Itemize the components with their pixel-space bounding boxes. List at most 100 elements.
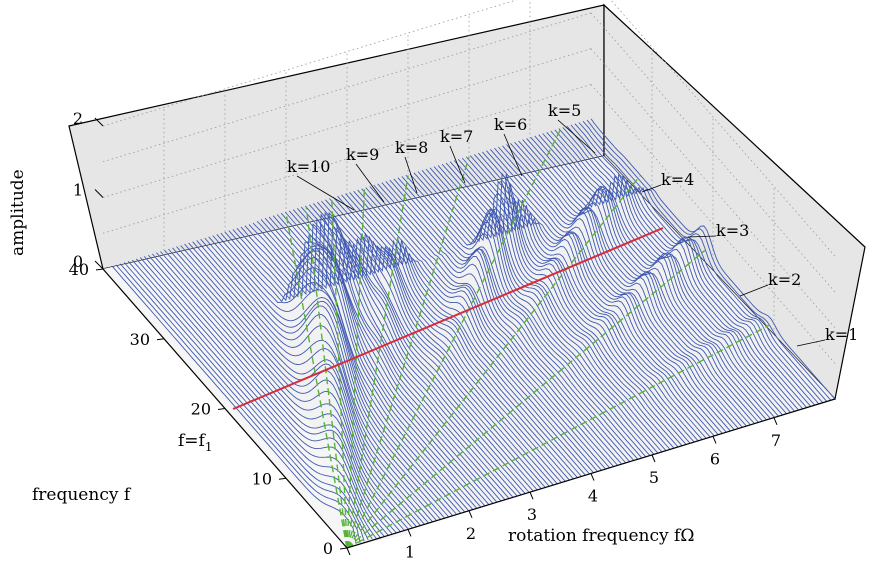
trace-line [469,155,715,437]
y-tick-mark [156,338,165,341]
x-tick-label: 5 [649,468,659,487]
trace-line [204,237,450,518]
x-tick-mark [773,417,778,425]
grid-line [590,84,836,364]
trace-line [365,187,611,469]
y-tick-label: 20 [191,400,211,419]
trace-line [148,254,393,535]
waterfall-traces [111,118,836,544]
trace-line [208,236,454,517]
trace-line [228,230,474,510]
trace-line [514,141,759,423]
trace-line [216,234,462,514]
trace-line [184,243,429,524]
x-tick-label: 2 [466,524,476,543]
trace-line [457,158,703,440]
trace-line [312,203,558,485]
x-tick-mark [346,547,351,556]
x-tick-mark [407,529,412,537]
trace-line [317,201,562,483]
trace-line [268,215,514,498]
trace-line [308,204,554,486]
y-tick-label: 30 [130,330,150,349]
y-tick-label: 0 [323,539,333,558]
trace-line [570,124,816,406]
trace-line [200,238,446,519]
trace-line [417,171,663,453]
trace-line [421,170,667,451]
order-leader [641,184,662,193]
trace-line [381,182,627,464]
x-tick-label: 4 [588,487,598,506]
trace-line [506,144,751,426]
trace-line [361,188,606,470]
order-leader [449,145,466,184]
order-leader [687,235,717,238]
z-tick-mark [94,117,104,127]
z-tick-label: 2 [73,109,83,128]
trace-line [353,190,598,472]
order-label-k1: k=1 [825,325,858,344]
x-tick-mark [590,473,595,481]
order-label-k8: k=8 [395,138,428,157]
trace-line [284,211,530,493]
y-tick-mark [95,268,104,271]
z-tick-label: 0 [73,252,83,271]
order-label-k9: k=9 [346,145,379,164]
trace-line [574,123,820,405]
x-axis-label: rotation frequency fΩ [508,526,694,546]
trace-line [232,229,478,509]
trace-line [244,225,490,505]
trace-line [437,165,683,447]
y-axis-label: frequency f [32,485,132,505]
trace-line [345,193,590,475]
x-tick-label: 7 [771,431,781,450]
trace-line [473,154,719,436]
trace-line [530,136,775,418]
trace-line [498,146,743,428]
order-line-k2 [346,249,706,549]
trace-line [477,152,723,434]
trace-line [300,206,546,488]
order-labels: k=1 k=2 k=3 k=4 k=5 k=6 k=7 k=8 k=9 k=10 [287,101,858,347]
y-tick-mark [217,408,226,410]
trace-line [401,176,647,458]
y-tick-label: 40 [69,260,89,279]
trace-line [260,211,506,501]
x-tick-label: 1 [405,542,415,561]
order-label-k3: k=3 [716,221,749,240]
trace-line [373,184,619,466]
trace-line [176,246,421,526]
trace-line [248,223,494,504]
trace-line [490,149,735,431]
trace-line [304,205,550,487]
order-leader [557,119,596,154]
trace-line [445,162,691,444]
trace-line [168,248,413,529]
order-line-k7 [346,189,366,549]
z-tick-mark [94,260,104,270]
x-tick-mark [651,454,656,463]
trace-line [461,157,707,439]
order-line-k4 [346,129,562,549]
trace-line [349,192,594,474]
order-label-k7: k=7 [440,127,473,146]
trace-line [494,147,739,429]
order-label-k4: k=4 [661,170,694,189]
order-leader [796,339,826,347]
trace-line [465,156,711,438]
order-label-k6: k=6 [494,115,527,134]
order-leader [355,163,385,203]
trace-line [393,178,639,460]
trace-line [224,231,470,512]
z-axis-label: amplitude [8,169,28,256]
trace-line [586,119,832,401]
trace-line [156,252,401,532]
trace-line [288,210,534,492]
trace-line [236,227,482,508]
order-line-k10 [285,213,348,549]
order-line-k9 [305,206,348,549]
order-line-k3 [346,175,641,549]
labels-layer: rotation frequency fΩ frequency f amplit… [8,169,694,546]
order-label-k5: k=5 [548,101,581,120]
